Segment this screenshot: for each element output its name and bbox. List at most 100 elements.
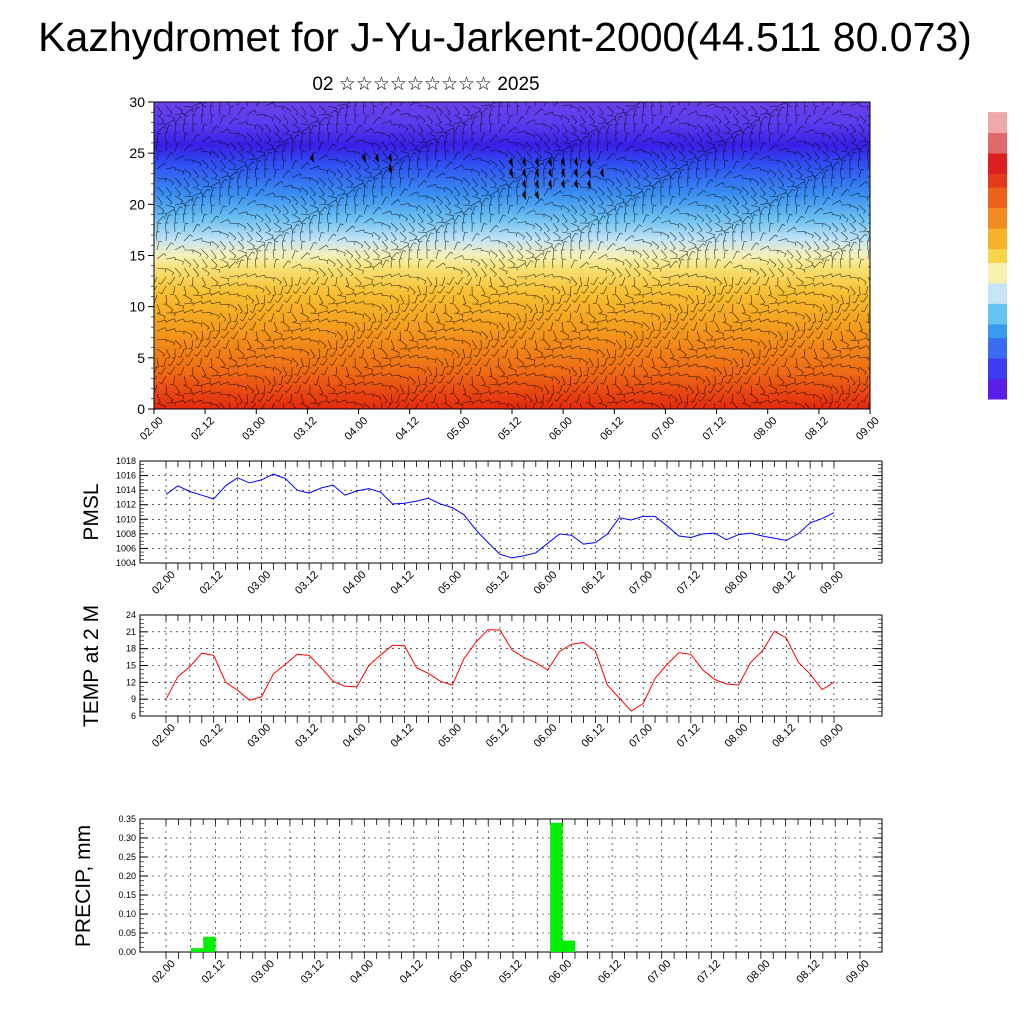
- wind-barb: [588, 213, 598, 218]
- wind-barb: [750, 124, 755, 134]
- wind-barb: [867, 174, 870, 179]
- wind-barb-flag: [249, 328, 253, 331]
- wind-barb-flag: [223, 157, 227, 161]
- wind-barb: [660, 282, 670, 287]
- wind-barb-flag: [546, 229, 550, 233]
- wind-barb-flag: [446, 372, 450, 375]
- wind-barb: [316, 375, 320, 385]
- wind-barb-flag: [759, 318, 761, 322]
- wind-barb: [489, 186, 499, 189]
- wind-barb: [531, 330, 536, 340]
- wind-barb: [327, 258, 336, 265]
- wind-barb: [381, 231, 388, 240]
- wind-barb: [633, 204, 635, 215]
- wind-barb: [822, 283, 832, 287]
- wind-barb-flag: [712, 209, 715, 213]
- wind-barb: [759, 202, 769, 206]
- wind-barb-flag: [606, 357, 611, 359]
- wind-barb-flag: [567, 336, 570, 340]
- wind-barb-flag: [453, 327, 455, 331]
- wind-barb: [444, 204, 452, 212]
- wind-barb: [696, 275, 706, 278]
- wind-barb: [813, 275, 823, 278]
- wind-barb: [741, 339, 751, 341]
- wind-barb-flag: [692, 160, 696, 163]
- wind-barb: [768, 294, 778, 300]
- wind-barb: [723, 123, 731, 131]
- wind-barb: [718, 294, 725, 303]
- wind-barb-flag: [717, 310, 721, 313]
- wind-barb-flag: [262, 244, 266, 248]
- wind-barb: [480, 223, 485, 233]
- wind-barb-flag: [808, 205, 812, 208]
- wind-barb: [273, 105, 283, 108]
- wind-barb: [624, 267, 631, 276]
- wind-barb-flag: [401, 302, 405, 305]
- wind-barb-flag: [321, 283, 325, 286]
- wind-barb-flag: [698, 319, 702, 322]
- wind-barb: [156, 105, 163, 114]
- wind-barb-flag: [541, 252, 545, 256]
- wind-barb: [615, 246, 625, 251]
- wind-barb-flag: [682, 247, 686, 250]
- wind-barb: [255, 384, 260, 394]
- wind-barb: [318, 232, 322, 242]
- wind-barb: [795, 276, 804, 283]
- wind-barb-flag: [207, 183, 210, 186]
- wind-barb-flag: [873, 328, 875, 330]
- wind-barb-flag: [249, 97, 252, 98]
- wind-barb-flag: [330, 185, 334, 188]
- wind-barb: [462, 214, 465, 224]
- wind-barb: [786, 136, 795, 143]
- wind-barb-flag: [361, 155, 364, 159]
- wind-barb-flag: [748, 163, 752, 167]
- wind-barb: [822, 121, 832, 125]
- wind-barb: [154, 384, 158, 394]
- wind-barb: [372, 207, 380, 215]
- wind-barb: [705, 141, 715, 146]
- wind-barb: [408, 242, 415, 251]
- wind-barb: [561, 276, 571, 281]
- wind-barb: [280, 285, 284, 295]
- wind-barb-flag: [593, 161, 597, 164]
- wind-barb-flag: [736, 121, 739, 125]
- wind-barb: [678, 102, 680, 107]
- wind-barb-flag: [530, 260, 534, 263]
- wind-barb-flag: [765, 110, 769, 114]
- wind-barb-flag: [837, 155, 840, 159]
- wind-barb: [430, 294, 437, 303]
- wind-barb: [745, 276, 752, 285]
- wind-barb: [696, 231, 705, 238]
- wind-barb: [759, 318, 769, 323]
- wind-barb-flag: [205, 256, 209, 259]
- wind-barb-flag: [805, 336, 809, 339]
- wind-barb-flag: [554, 309, 557, 312]
- wind-barb-flag: [271, 235, 274, 239]
- wind-barb: [386, 312, 392, 322]
- wind-barb: [586, 276, 590, 286]
- wind-barb: [228, 106, 231, 116]
- wind-barb-flag: [808, 319, 812, 323]
- wind-barb-flag: [492, 105, 496, 108]
- wind-barb-flag: [687, 363, 689, 367]
- wind-barb: [363, 373, 373, 377]
- wind-barb-flag: [678, 372, 680, 376]
- wind-barb: [624, 309, 634, 314]
- wind-barb: [765, 276, 770, 286]
- wind-barb: [813, 249, 822, 256]
- wind-barb-flag: [748, 253, 752, 257]
- wind-barb-flag: [723, 375, 727, 377]
- wind-barb: [642, 177, 651, 183]
- wind-barb-flag: [464, 373, 468, 376]
- wind-barb-flag: [511, 329, 515, 332]
- wind-barb-flag: [871, 232, 874, 233]
- wind-barb-flag: [590, 365, 594, 368]
- wind-barb-flag: [149, 381, 152, 383]
- wind-barb-flag: [744, 240, 748, 243]
- wind-barb: [777, 285, 785, 293]
- wind-barb: [741, 195, 748, 204]
- wind-barb: [399, 203, 409, 206]
- wind-barb: [246, 161, 253, 170]
- wind-barb-flag: [399, 273, 401, 277]
- wind-barb: [433, 303, 437, 313]
